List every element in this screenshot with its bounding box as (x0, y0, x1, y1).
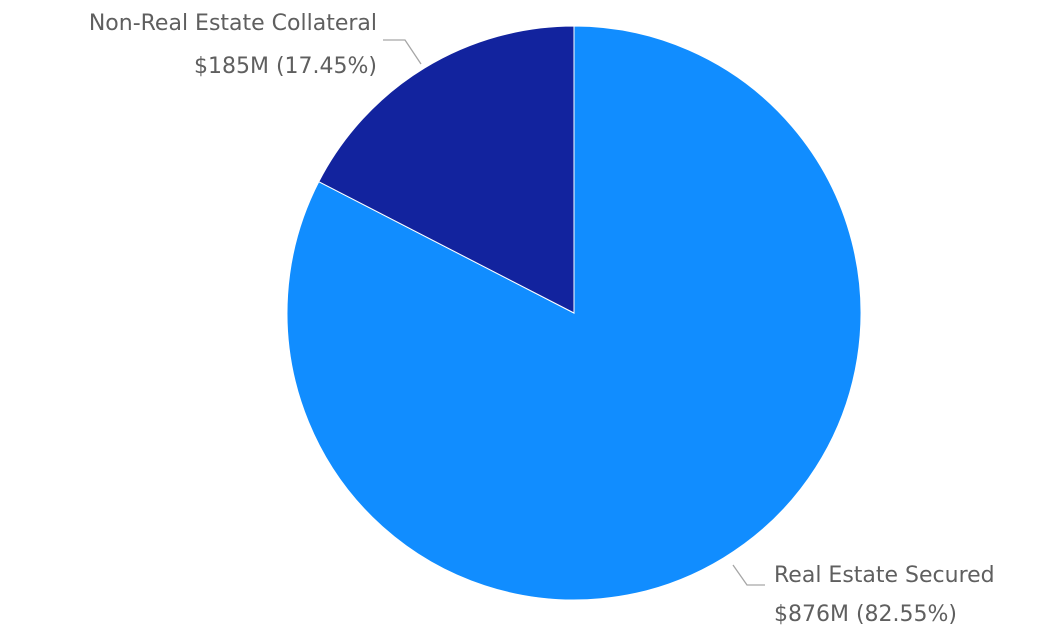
leader-line-real-estate (732, 564, 765, 586)
leader-line-non-real-estate (383, 39, 422, 65)
slice-label-real-estate-name: Real Estate Secured (774, 563, 995, 588)
pie-slices (286, 25, 862, 601)
pie-slice-non-real-estate-collateral[interactable] (318, 25, 575, 314)
slice-label-non-real-estate-name: Non-Real Estate Collateral (89, 11, 377, 36)
slice-label-real-estate-value: $876M (82.55%) (774, 602, 957, 627)
slice-label-non-real-estate-value: $185M (17.45%) (194, 54, 377, 79)
